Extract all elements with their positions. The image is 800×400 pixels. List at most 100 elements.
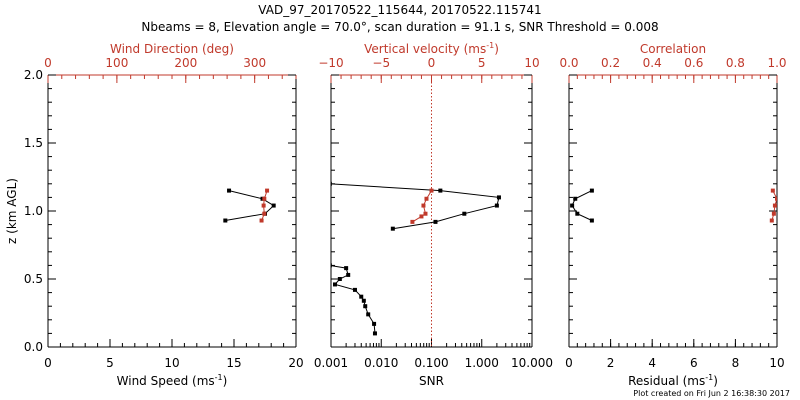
series-2 [259,188,270,223]
data-point [337,277,342,281]
y-tick-label: 0.0 [24,340,43,354]
bottom-tick-label: 6 [690,356,698,370]
top-tick-label: 0.8 [726,56,745,70]
data-point [421,203,426,208]
data-point [265,188,270,193]
title-line-2: Nbeams = 8, Elevation angle = 70.0°, sca… [141,20,658,34]
data-point [429,188,434,193]
data-point [410,219,415,224]
bottom-tick-label: 0 [44,356,52,370]
bottom-tick-label: 5 [106,356,114,370]
series-1 [223,188,276,223]
data-point [346,272,351,277]
top-tick-label: 1.0 [767,56,786,70]
bottom-tick-label: 0.100 [414,356,448,370]
y-axis-label: z (km AGL) [5,178,19,244]
series-2 [769,188,777,223]
bottom-tick-label: 0.001 [314,356,348,370]
bottom-axis-label: SNR [419,374,444,388]
top-tick-label: 10 [524,56,539,70]
top-tick-label: 0.6 [684,56,703,70]
bottom-axis-label: Residual (ms-1) [628,373,718,388]
top-tick-label: 0.4 [643,56,662,70]
data-point [496,195,501,200]
top-tick-label: 0 [44,56,52,70]
y-tick-label: 1.5 [24,136,43,150]
data-point [570,203,575,208]
series-line [331,183,500,230]
data-point [361,298,366,303]
bottom-tick-label: 10.000 [511,356,553,370]
data-point [344,266,349,271]
data-point [359,294,364,299]
data-point [261,203,266,208]
data-point [770,188,775,193]
bottom-tick-label: 1.000 [465,356,499,370]
top-axis-label: Wind Direction (deg) [110,42,234,56]
top-tick-label: 0.2 [601,56,620,70]
series-line [571,190,593,221]
data-point [390,226,395,231]
data-point [363,304,368,309]
top-tick-label: 0 [428,56,436,70]
series-1 [331,181,501,231]
data-point [352,287,357,292]
bottom-tick-label: 10 [164,356,179,370]
series-1 [570,188,594,223]
top-axis-label: Correlation [640,42,706,56]
y-tick-label: 0.5 [24,272,43,286]
data-point [772,203,777,208]
data-point [575,211,580,216]
series-line [331,265,376,334]
bottom-tick-label: 20 [288,356,303,370]
top-tick-label: 300 [243,56,266,70]
data-point [366,312,371,317]
bottom-tick-label: 2 [607,356,615,370]
data-point [573,196,578,201]
data-point [271,203,276,208]
top-tick-label: −5 [372,56,390,70]
data-point [494,203,499,208]
bottom-tick-label: 15 [226,356,241,370]
series-3 [331,263,377,336]
data-point [331,263,332,268]
data-point [424,196,429,201]
data-point [262,196,267,201]
data-point [372,331,377,336]
data-point [227,188,232,193]
data-point [589,218,594,223]
data-point [771,211,776,216]
bottom-tick-label: 4 [648,356,656,370]
data-point [332,282,337,287]
panel-2: 0.001 0.010 0.100 1.000 10.000 SNR −10 −5 0 5 10 Ve… [314,41,553,388]
bottom-tick-label: 0 [565,356,573,370]
title-line-1: VAD_97_20170522_115644, 20170522.115741 [258,3,541,17]
bottom-tick-label: 8 [732,356,740,370]
top-axis-label: Vertical velocity (ms-1) [364,41,499,56]
panel-3: 0 2 4 6 8 10 Residual (ms-1) 0.0 0.2 0.4 0.6 0.8 1.0… [559,42,786,388]
data-point [259,218,264,223]
bottom-tick-label: 0.010 [364,356,398,370]
y-tick-label: 2.0 [24,68,43,82]
data-point [262,211,267,216]
top-tick-label: −10 [318,56,343,70]
bottom-axis-label: Wind Speed (ms-1) [117,373,228,388]
y-tick-label: 1.0 [24,204,43,218]
data-point [372,321,377,326]
data-point [589,188,594,193]
top-tick-label: 200 [174,56,197,70]
data-point [423,211,428,216]
top-tick-label: 5 [478,56,486,70]
top-tick-label: 0.0 [559,56,578,70]
data-point [433,219,438,224]
data-point [769,218,774,223]
data-point [223,218,228,223]
panel-1: 0 5 10 15 20 Wind Speed (ms-1) 0 100 200 300 Wind … [5,42,304,388]
data-point [331,181,332,186]
data-point [775,196,777,201]
data-point [462,211,467,216]
series-2 [410,188,434,224]
data-point [438,188,443,193]
series-line [225,190,275,221]
